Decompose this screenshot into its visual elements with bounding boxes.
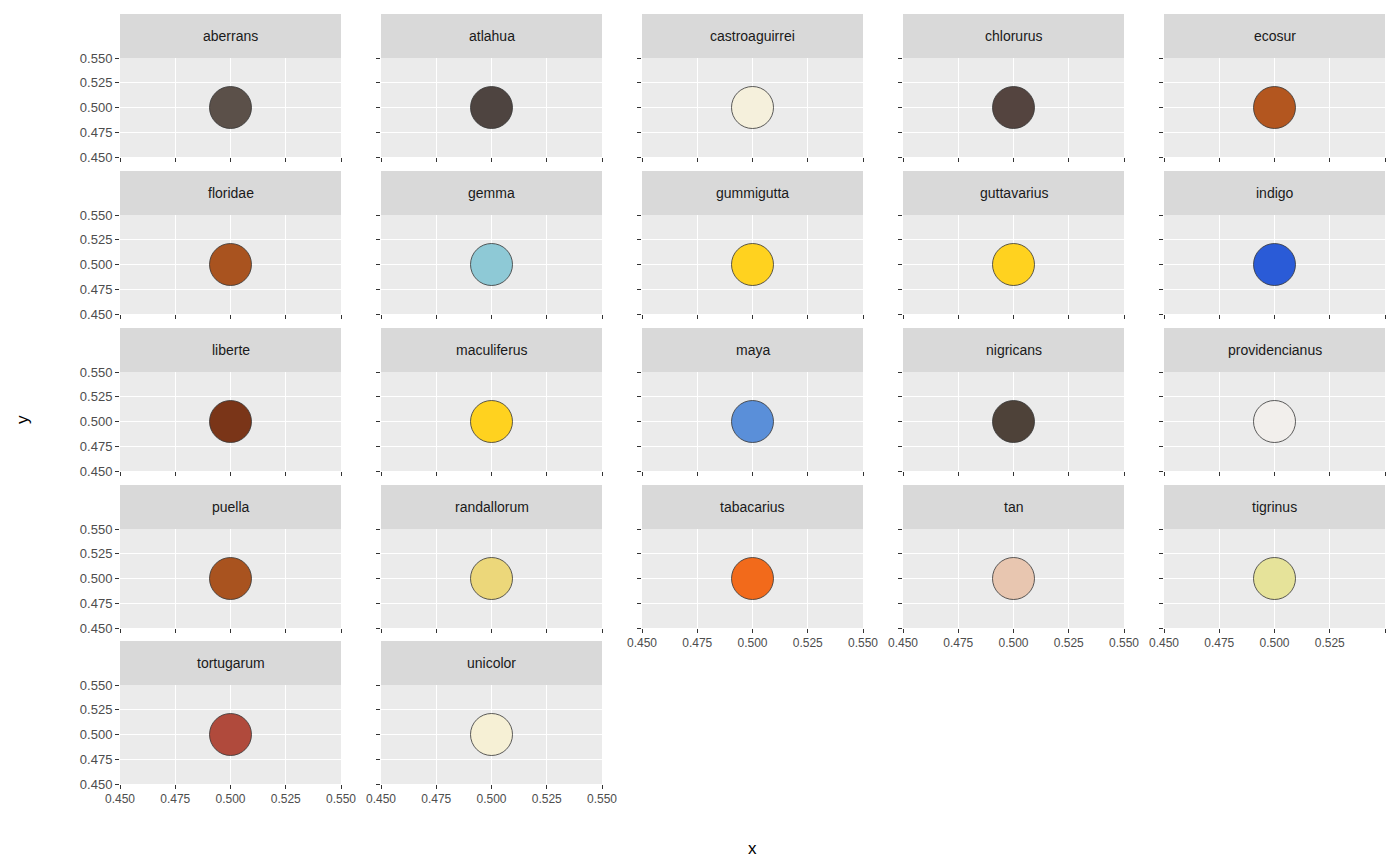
svg-text:0.500: 0.500 [476, 792, 506, 806]
svg-text:0.525: 0.525 [532, 792, 562, 806]
svg-text:tabacarius: tabacarius [720, 499, 785, 515]
svg-text:aberrans: aberrans [203, 28, 258, 44]
svg-text:puella: puella [212, 499, 250, 515]
svg-text:gemma: gemma [468, 185, 515, 201]
svg-text:0.525: 0.525 [793, 636, 823, 650]
svg-text:0.475: 0.475 [160, 792, 190, 806]
svg-text:ecosur: ecosur [1254, 28, 1296, 44]
svg-text:0.525: 0.525 [80, 546, 113, 561]
svg-text:0.475: 0.475 [80, 282, 113, 297]
svg-text:0.550: 0.550 [80, 208, 113, 223]
svg-text:0.500: 0.500 [737, 636, 767, 650]
svg-text:0.550: 0.550 [80, 522, 113, 537]
svg-text:0.525: 0.525 [1315, 636, 1345, 650]
svg-text:0.500: 0.500 [1259, 636, 1289, 650]
svg-text:floridae: floridae [208, 185, 254, 201]
svg-text:0.475: 0.475 [421, 792, 451, 806]
svg-text:0.475: 0.475 [1204, 636, 1234, 650]
svg-text:0.475: 0.475 [80, 752, 113, 767]
svg-text:0.500: 0.500 [215, 792, 245, 806]
svg-text:0.550: 0.550 [848, 636, 878, 650]
svg-text:0.500: 0.500 [80, 727, 113, 742]
svg-text:nigricans: nigricans [986, 342, 1042, 358]
svg-text:0.550: 0.550 [326, 792, 356, 806]
svg-text:maculiferus: maculiferus [456, 342, 528, 358]
svg-text:0.525: 0.525 [80, 702, 113, 717]
svg-text:0.550: 0.550 [80, 678, 113, 693]
svg-text:chlorurus: chlorurus [985, 28, 1043, 44]
svg-text:0.475: 0.475 [80, 596, 113, 611]
svg-text:y: y [13, 415, 32, 424]
svg-text:tigrinus: tigrinus [1252, 499, 1297, 515]
svg-text:atlahua: atlahua [469, 28, 515, 44]
svg-text:0.525: 0.525 [80, 232, 113, 247]
svg-text:0.450: 0.450 [627, 636, 657, 650]
svg-text:providencianus: providencianus [1228, 342, 1322, 358]
svg-text:0.500: 0.500 [80, 100, 113, 115]
svg-text:guttavarius: guttavarius [980, 185, 1048, 201]
svg-text:randallorum: randallorum [455, 499, 529, 515]
svg-text:0.475: 0.475 [943, 636, 973, 650]
svg-text:0.450: 0.450 [105, 792, 135, 806]
svg-text:gummigutta: gummigutta [716, 185, 789, 201]
svg-text:0.525: 0.525 [1054, 636, 1084, 650]
svg-text:0.450: 0.450 [80, 777, 113, 792]
svg-text:0.550: 0.550 [80, 51, 113, 66]
svg-text:0.525: 0.525 [80, 75, 113, 90]
svg-text:0.450: 0.450 [80, 307, 113, 322]
svg-text:0.525: 0.525 [271, 792, 301, 806]
svg-text:0.500: 0.500 [80, 414, 113, 429]
svg-text:0.500: 0.500 [80, 257, 113, 272]
svg-text:indigo: indigo [1256, 185, 1294, 201]
svg-text:0.475: 0.475 [80, 125, 113, 140]
svg-text:0.450: 0.450 [1149, 636, 1179, 650]
svg-text:0.500: 0.500 [998, 636, 1028, 650]
svg-text:0.550: 0.550 [1109, 636, 1139, 650]
svg-text:0.450: 0.450 [888, 636, 918, 650]
svg-text:0.500: 0.500 [80, 571, 113, 586]
svg-text:0.525: 0.525 [80, 389, 113, 404]
svg-text:unicolor: unicolor [467, 655, 516, 671]
svg-text:0.475: 0.475 [80, 439, 113, 454]
svg-text:liberte: liberte [212, 342, 250, 358]
svg-text:0.450: 0.450 [80, 150, 113, 165]
svg-text:0.450: 0.450 [80, 464, 113, 479]
svg-text:0.475: 0.475 [682, 636, 712, 650]
svg-text:tan: tan [1004, 499, 1023, 515]
svg-text:0.550: 0.550 [80, 365, 113, 380]
svg-text:x: x [748, 839, 757, 858]
svg-text:0.450: 0.450 [366, 792, 396, 806]
svg-text:0.550: 0.550 [587, 792, 617, 806]
svg-text:maya: maya [736, 342, 770, 358]
svg-text:castroaguirrei: castroaguirrei [710, 28, 795, 44]
svg-text:0.450: 0.450 [80, 621, 113, 636]
svg-text:tortugarum: tortugarum [197, 655, 265, 671]
